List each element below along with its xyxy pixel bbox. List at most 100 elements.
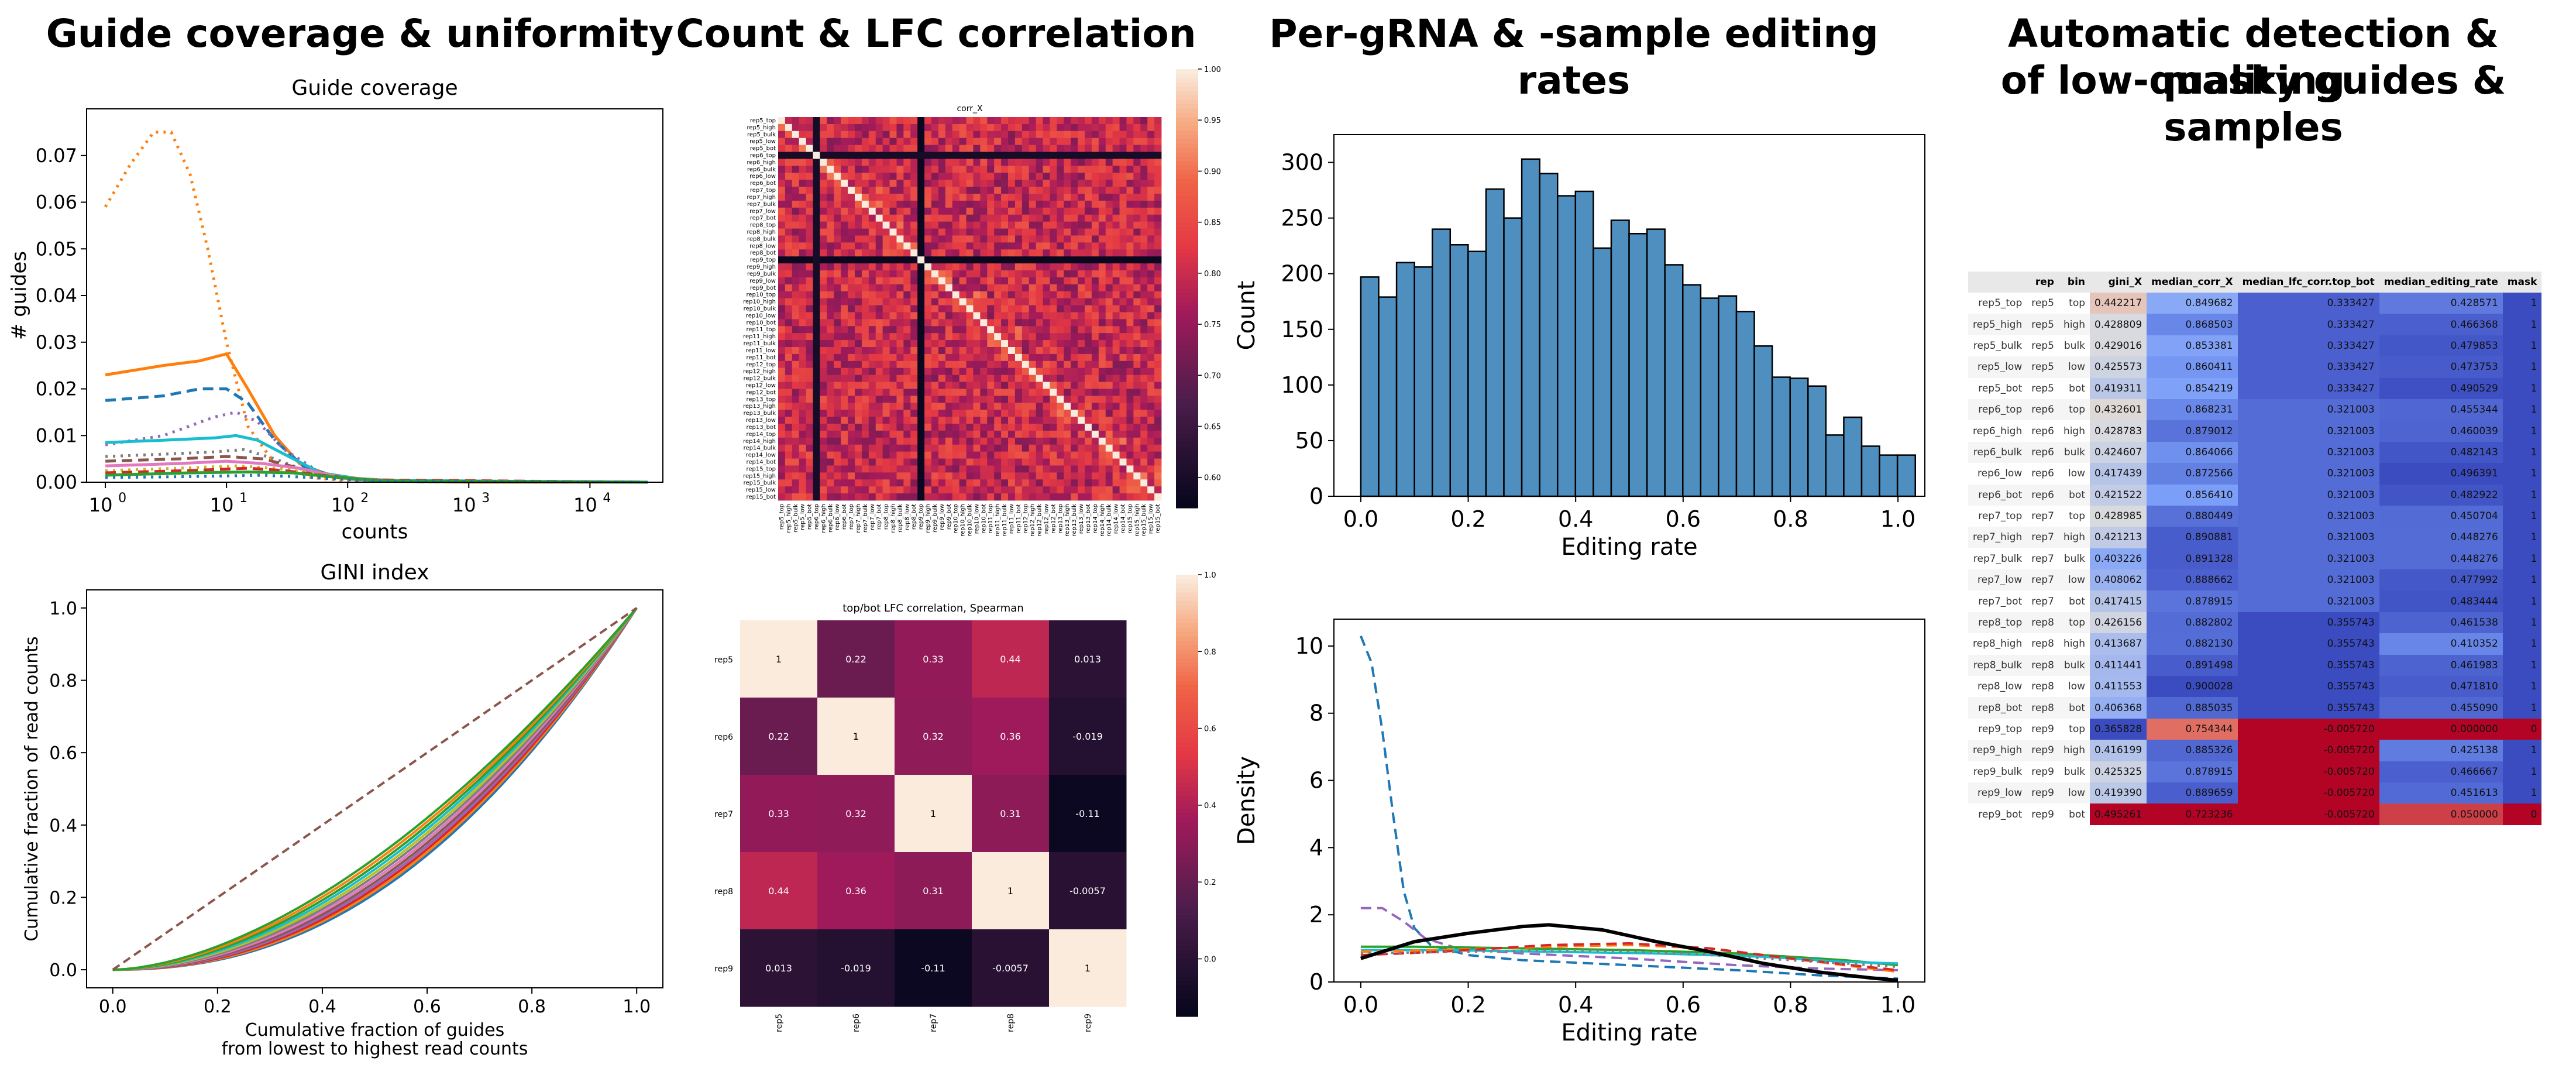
heatmap-cell bbox=[1105, 333, 1113, 341]
heatmap-cell bbox=[1001, 472, 1009, 480]
heatmap-cell bbox=[792, 214, 800, 222]
heatmap-cell bbox=[1078, 353, 1085, 362]
heatmap-cell bbox=[910, 221, 918, 229]
heatmap-cell bbox=[945, 138, 953, 146]
heatmap-cell bbox=[799, 200, 807, 208]
heatmap-cell bbox=[1064, 235, 1071, 243]
heatmap-cell bbox=[1064, 360, 1071, 369]
histogram-bar bbox=[1860, 445, 1880, 497]
heatmap-cell bbox=[792, 389, 800, 396]
heatmap-cell bbox=[889, 263, 897, 271]
colorbar-segment bbox=[1176, 262, 1198, 267]
table-cell: 0.408062 bbox=[2090, 569, 2147, 591]
heatmap-cell bbox=[987, 353, 995, 362]
heatmap-cell bbox=[945, 333, 953, 341]
heatmap-cell bbox=[875, 123, 883, 132]
heatmap-cell bbox=[1126, 326, 1134, 334]
y-tick-label: 0.03 bbox=[36, 331, 77, 353]
heatmap-cell bbox=[861, 152, 869, 159]
heatmap-cell bbox=[1098, 242, 1106, 250]
heatmap-cell bbox=[980, 138, 988, 146]
heatmap-cell bbox=[1008, 382, 1016, 389]
heatmap-cell bbox=[931, 486, 939, 494]
heatmap-cell bbox=[889, 430, 897, 438]
qc-mask-table: rep bin gini_X median_corr_X median_lfc_corr… bbox=[1968, 272, 2542, 825]
heatmap-cell bbox=[848, 242, 855, 250]
table-cell: bulk bbox=[2063, 765, 2086, 778]
heatmap-cell bbox=[1133, 403, 1141, 410]
heatmap-cell bbox=[931, 194, 939, 201]
heatmap-cell bbox=[799, 242, 807, 250]
heatmap-cell bbox=[841, 187, 848, 194]
heatmap-cell bbox=[1014, 152, 1023, 159]
row-label: rep6_bulk bbox=[747, 166, 776, 173]
heatmap-cell bbox=[1014, 389, 1023, 396]
heatmap-cell bbox=[1098, 326, 1106, 334]
heatmap-cell bbox=[1140, 479, 1148, 487]
heatmap-cell bbox=[1078, 465, 1085, 473]
table-cell: high bbox=[2058, 527, 2090, 548]
heatmap-cell bbox=[1064, 228, 1071, 236]
heatmap-cell bbox=[1014, 263, 1023, 271]
cell-value-label: 0.32 bbox=[845, 808, 866, 819]
heatmap-cell bbox=[1050, 465, 1057, 473]
x-tick-exponent: 4 bbox=[603, 491, 611, 506]
heatmap-cell bbox=[792, 486, 800, 494]
heatmap-cell bbox=[945, 235, 953, 243]
heatmap-cell bbox=[841, 263, 848, 271]
heatmap-cell bbox=[1133, 194, 1141, 201]
heatmap-cell bbox=[806, 291, 813, 299]
heatmap-cell bbox=[1029, 298, 1037, 305]
heatmap-cell bbox=[938, 360, 946, 369]
colorbar-segment bbox=[1176, 681, 1198, 686]
heatmap-cell bbox=[855, 430, 862, 438]
heatmap-cell bbox=[1064, 256, 1071, 264]
heatmap-cell bbox=[896, 187, 904, 194]
heatmap-cell bbox=[820, 145, 827, 152]
row-label: rep5_top bbox=[750, 118, 776, 124]
heatmap-cell bbox=[1064, 291, 1071, 299]
heatmap-cell bbox=[1085, 235, 1092, 243]
colorbar-segment bbox=[1176, 716, 1198, 721]
heatmap-cell bbox=[1098, 472, 1106, 480]
chart-title: corr_X bbox=[957, 104, 983, 114]
heatmap-cell bbox=[945, 451, 953, 459]
heatmap-cell bbox=[1050, 145, 1057, 152]
heatmap-cell bbox=[778, 472, 786, 480]
heatmap-cell bbox=[875, 326, 883, 334]
heatmap-cell bbox=[1154, 242, 1162, 250]
heatmap-cell bbox=[973, 326, 981, 334]
heatmap-cell bbox=[903, 368, 911, 376]
heatmap-cell bbox=[917, 403, 925, 410]
heatmap-cell bbox=[792, 360, 800, 369]
heatmap-cell bbox=[1029, 430, 1037, 438]
heatmap-cell bbox=[903, 458, 911, 466]
heatmap-cell bbox=[1098, 138, 1106, 146]
histogram-bar bbox=[1628, 232, 1648, 497]
heatmap-cell bbox=[1147, 194, 1155, 201]
heatmap-cell bbox=[1098, 403, 1106, 410]
y-tick-label: 6 bbox=[1309, 768, 1323, 794]
row-label: rep9_bulk bbox=[747, 271, 776, 277]
heatmap-cell bbox=[1050, 284, 1057, 292]
heatmap-cell bbox=[1071, 333, 1078, 341]
heatmap-cell bbox=[917, 305, 925, 313]
heatmap-cell bbox=[1140, 340, 1148, 348]
heatmap-cell bbox=[882, 173, 890, 180]
colorbar-segment bbox=[1176, 249, 1198, 254]
heatmap-cell bbox=[1126, 353, 1134, 362]
heatmap-cell bbox=[1064, 277, 1071, 285]
table-cell: rep7_low bbox=[1968, 569, 2027, 591]
heatmap-cell bbox=[966, 221, 974, 229]
heatmap-cell bbox=[820, 444, 827, 452]
heatmap-cell bbox=[945, 347, 953, 355]
table-cell: rep9_low bbox=[1968, 782, 2027, 804]
heatmap-cell bbox=[1098, 263, 1106, 271]
heatmap-cell bbox=[1091, 194, 1099, 201]
heatmap-cell bbox=[959, 194, 967, 201]
heatmap-cell bbox=[924, 228, 932, 236]
heatmap-cell bbox=[896, 417, 904, 424]
heatmap-cell bbox=[1008, 138, 1016, 146]
heatmap-cell bbox=[1147, 493, 1155, 501]
heatmap-cell bbox=[882, 493, 890, 501]
